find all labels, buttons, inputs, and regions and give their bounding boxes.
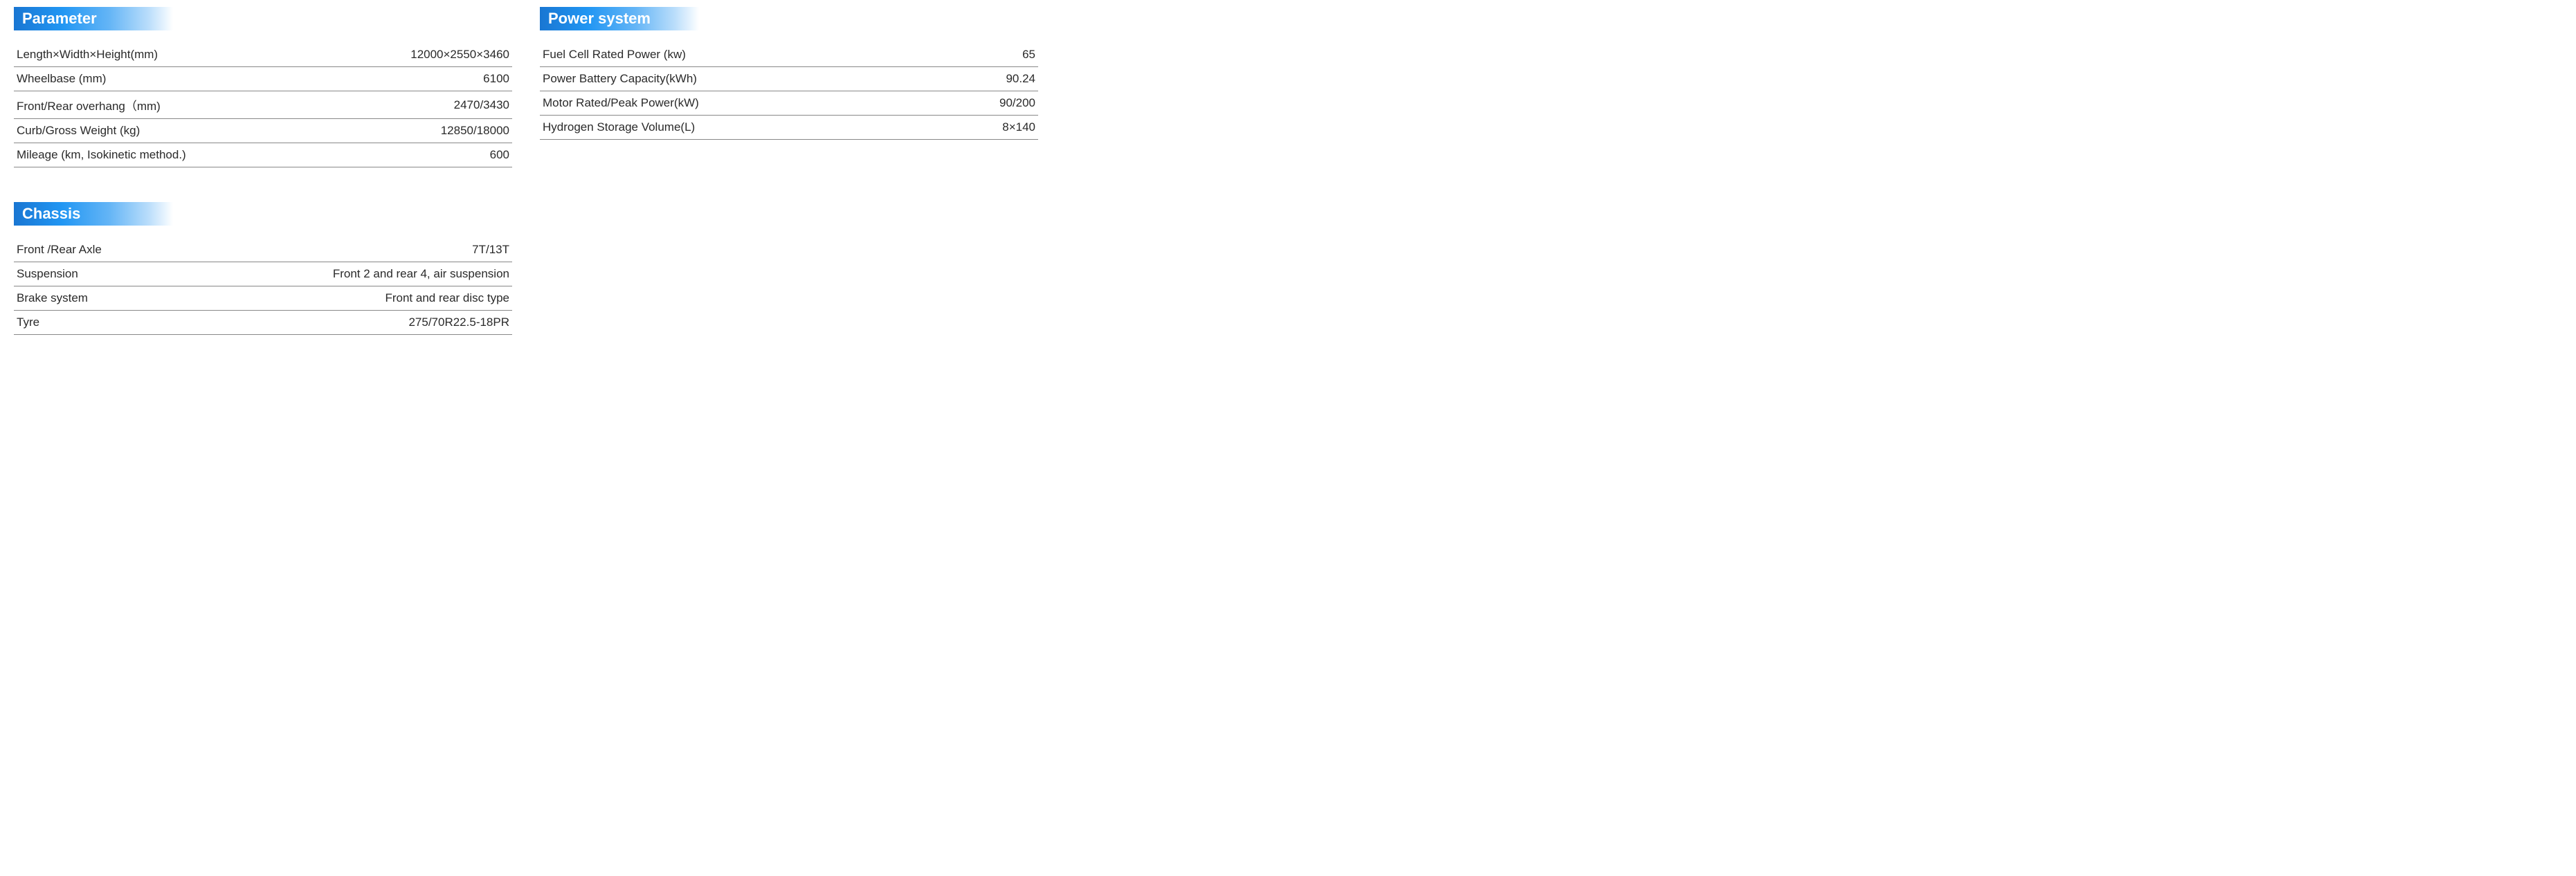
spec-label: Length×Width×Height(mm) — [14, 43, 326, 67]
spec-label: Fuel Cell Rated Power (kw) — [540, 43, 936, 67]
chassis-section: Chassis Front /Rear Axle 7T/13T Suspensi… — [14, 202, 512, 335]
spec-value: 7T/13T — [179, 238, 512, 262]
table-row: Curb/Gross Weight (kg) 12850/18000 — [14, 119, 512, 143]
spec-value: 12000×2550×3460 — [326, 43, 512, 67]
table-row: Suspension Front 2 and rear 4, air suspe… — [14, 262, 512, 286]
spec-value: 6100 — [326, 67, 512, 91]
spec-label: Power Battery Capacity(kWh) — [540, 67, 936, 91]
spec-value: Front 2 and rear 4, air suspension — [179, 262, 512, 286]
table-row: Motor Rated/Peak Power(kW) 90/200 — [540, 91, 1038, 116]
table-row: Hydrogen Storage Volume(L) 8×140 — [540, 116, 1038, 140]
spec-label: Tyre — [14, 311, 179, 335]
table-row: Front/Rear overhang（mm) 2470/3430 — [14, 91, 512, 119]
spec-label: Wheelbase (mm) — [14, 67, 326, 91]
spec-value: 65 — [936, 43, 1038, 67]
spec-value: 8×140 — [936, 116, 1038, 140]
spec-value: 2470/3430 — [326, 91, 512, 119]
table-row: Fuel Cell Rated Power (kw) 65 — [540, 43, 1038, 67]
parameter-section: Parameter Length×Width×Height(mm) 12000×… — [14, 7, 512, 167]
spec-value: 600 — [326, 143, 512, 167]
table-row: Power Battery Capacity(kWh) 90.24 — [540, 67, 1038, 91]
spec-label: Front /Rear Axle — [14, 238, 179, 262]
spec-label: Curb/Gross Weight (kg) — [14, 119, 326, 143]
table-row: Length×Width×Height(mm) 12000×2550×3460 — [14, 43, 512, 67]
spec-value: 12850/18000 — [326, 119, 512, 143]
spec-label: Mileage (km, Isokinetic method.) — [14, 143, 326, 167]
spec-label: Hydrogen Storage Volume(L) — [540, 116, 936, 140]
spec-label: Motor Rated/Peak Power(kW) — [540, 91, 936, 116]
power-system-header: Power system — [540, 7, 699, 30]
chassis-table: Front /Rear Axle 7T/13T Suspension Front… — [14, 238, 512, 335]
spec-label: Front/Rear overhang（mm) — [14, 91, 326, 119]
spec-label: Suspension — [14, 262, 179, 286]
chassis-header: Chassis — [14, 202, 173, 226]
table-row: Mileage (km, Isokinetic method.) 600 — [14, 143, 512, 167]
parameter-table: Length×Width×Height(mm) 12000×2550×3460 … — [14, 43, 512, 167]
table-row: Wheelbase (mm) 6100 — [14, 67, 512, 91]
spec-value: Front and rear disc type — [179, 286, 512, 311]
parameter-header: Parameter — [14, 7, 173, 30]
table-row: Brake system Front and rear disc type — [14, 286, 512, 311]
power-system-section: Power system Fuel Cell Rated Power (kw) … — [540, 7, 1038, 167]
spec-label: Brake system — [14, 286, 179, 311]
spec-value: 275/70R22.5-18PR — [179, 311, 512, 335]
spec-value: 90.24 — [936, 67, 1038, 91]
power-system-table: Fuel Cell Rated Power (kw) 65 Power Batt… — [540, 43, 1038, 140]
table-row: Front /Rear Axle 7T/13T — [14, 238, 512, 262]
spec-value: 90/200 — [936, 91, 1038, 116]
table-row: Tyre 275/70R22.5-18PR — [14, 311, 512, 335]
